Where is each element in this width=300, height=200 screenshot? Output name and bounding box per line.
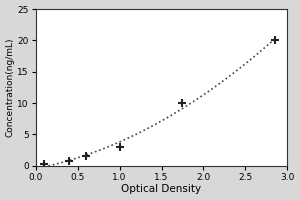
Y-axis label: Concentration(ng/mL): Concentration(ng/mL) — [6, 38, 15, 137]
X-axis label: Optical Density: Optical Density — [122, 184, 202, 194]
